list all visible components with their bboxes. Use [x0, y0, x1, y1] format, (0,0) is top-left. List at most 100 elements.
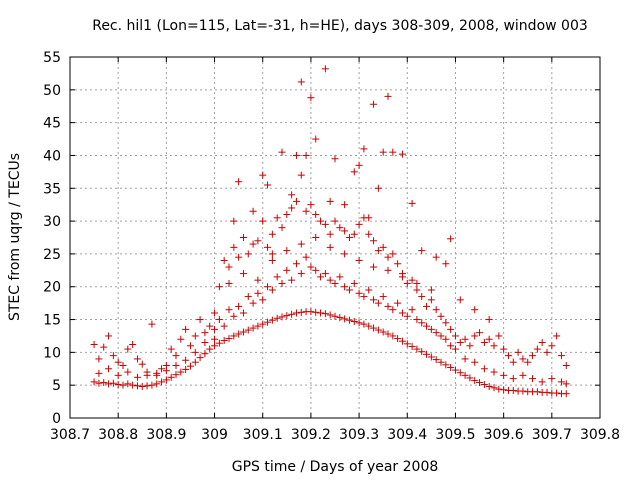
data-point: [268, 256, 276, 264]
data-point: [379, 243, 387, 251]
data-point: [95, 369, 103, 377]
x-tick-label: 309.7: [532, 427, 572, 443]
data-point: [447, 235, 455, 243]
data-point: [268, 250, 276, 258]
data-point: [432, 253, 440, 261]
data-point: [312, 234, 320, 241]
data-point: [350, 168, 358, 176]
data-point: [259, 217, 267, 225]
y-tick-label: 10: [43, 345, 61, 361]
data-point: [553, 389, 561, 397]
data-point: [495, 332, 503, 340]
data-point: [476, 329, 484, 337]
data-point: [326, 311, 334, 319]
data-point: [490, 368, 498, 376]
data-point: [485, 316, 493, 324]
data-point: [365, 214, 373, 222]
data-point: [225, 335, 233, 343]
data-point: [345, 316, 353, 324]
data-point: [447, 342, 455, 350]
data-point: [177, 368, 185, 376]
data-point: [259, 296, 267, 304]
data-point: [201, 339, 209, 347]
data-point: [394, 260, 402, 268]
data-point: [215, 283, 223, 291]
data-point: [408, 342, 416, 350]
data-point: [302, 151, 310, 159]
data-point: [220, 322, 228, 330]
data-point: [490, 342, 498, 350]
data-point: [480, 381, 488, 389]
data-point: [398, 337, 406, 345]
data-point: [105, 365, 113, 373]
data-point: [413, 316, 421, 324]
data-point: [408, 276, 416, 284]
data-point: [95, 355, 103, 363]
y-tick-label: 25: [43, 247, 61, 263]
data-point: [471, 332, 479, 340]
data-point: [283, 312, 291, 320]
data-point: [471, 377, 479, 385]
data-point: [244, 326, 252, 334]
data-point: [500, 345, 508, 353]
data-point: [389, 332, 397, 340]
data-point: [230, 312, 238, 320]
data-point: [273, 314, 281, 322]
data-point: [384, 266, 392, 274]
data-point: [341, 283, 349, 291]
data-point: [413, 286, 421, 294]
data-point: [95, 379, 103, 387]
x-tick-label: 309.1: [243, 427, 283, 443]
data-point: [548, 375, 556, 383]
data-point: [215, 339, 223, 347]
data-point: [114, 358, 122, 366]
data-point: [442, 260, 450, 268]
data-point: [283, 211, 291, 219]
data-point: [90, 378, 98, 386]
data-point: [138, 382, 146, 390]
data-point: [211, 309, 219, 317]
data-point: [519, 371, 527, 379]
data-point: [273, 214, 281, 222]
data-point: [461, 355, 469, 363]
data-point: [331, 217, 339, 225]
data-point: [119, 381, 127, 389]
data-point: [143, 382, 151, 390]
data-point: [331, 279, 339, 287]
y-tick-label: 45: [43, 116, 61, 132]
data-point: [341, 201, 349, 209]
data-point: [100, 343, 108, 351]
data-point: [307, 308, 315, 316]
data-point: [427, 296, 435, 304]
data-point: [360, 293, 368, 301]
data-point: [370, 100, 378, 108]
data-point: [119, 361, 127, 369]
data-point: [114, 381, 122, 389]
data-point: [292, 151, 300, 159]
data-point: [355, 319, 363, 327]
data-point: [548, 342, 556, 350]
data-point: [264, 243, 272, 251]
data-point: [114, 371, 122, 379]
data-point: [408, 199, 416, 207]
chart-title: Rec. hil1 (Lon=115, Lat=-31, h=HE), days…: [92, 18, 588, 34]
data-point: [288, 310, 296, 318]
data-point: [172, 361, 180, 369]
data-point: [326, 230, 334, 238]
data-point: [370, 263, 378, 271]
x-tick-label: 309.4: [387, 427, 427, 443]
data-point: [336, 224, 344, 232]
data-point: [485, 335, 493, 343]
data-point: [230, 243, 238, 251]
data-point: [442, 319, 450, 327]
data-point: [379, 293, 387, 301]
data-point: [524, 358, 532, 366]
data-point: [471, 358, 479, 366]
x-tick-label: 309: [201, 427, 228, 443]
data-point: [365, 286, 373, 294]
data-point: [312, 308, 320, 316]
data-point: [398, 273, 406, 281]
data-point: [317, 217, 325, 225]
data-point: [201, 350, 209, 358]
